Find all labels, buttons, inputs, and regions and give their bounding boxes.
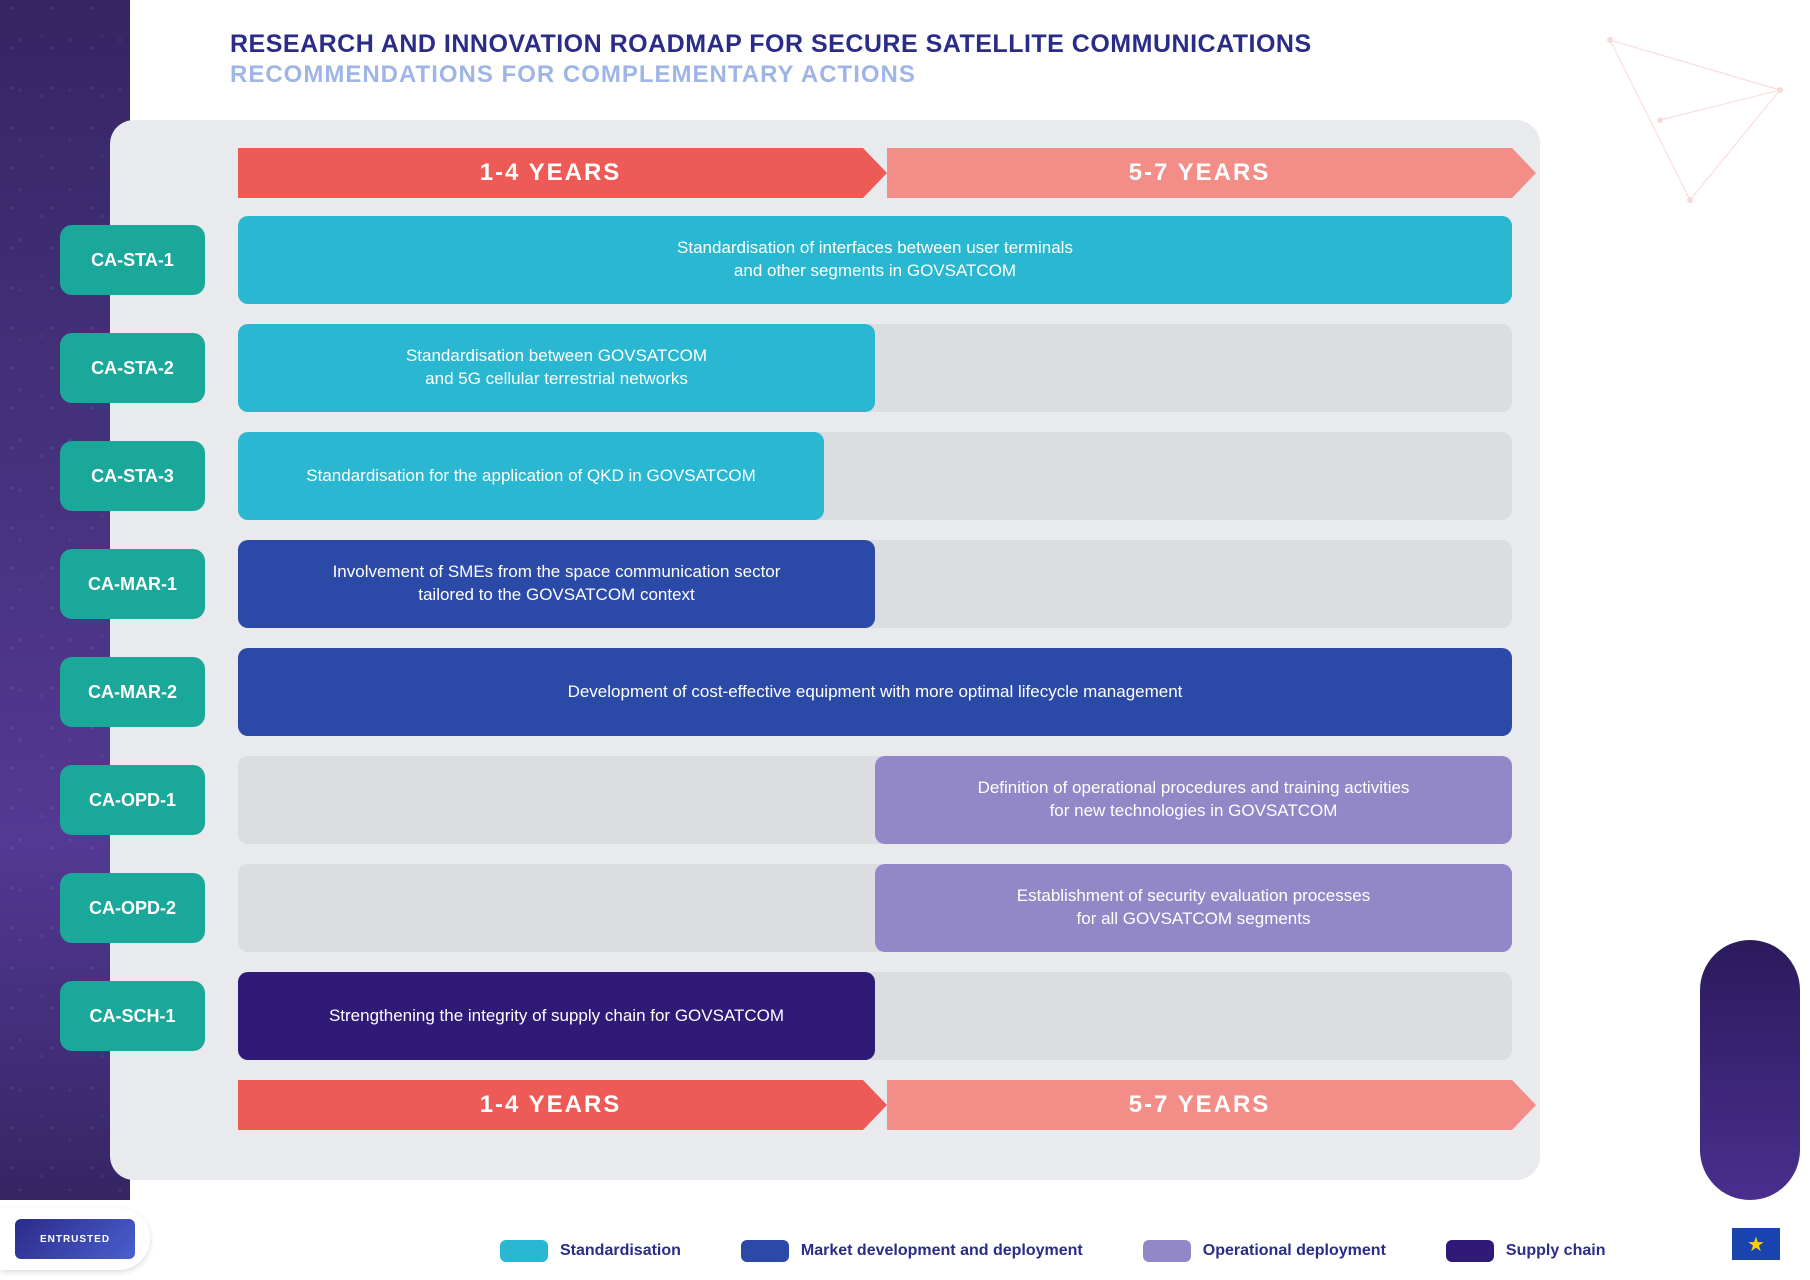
row-bar: Establishment of security evaluation pro… [875, 864, 1512, 952]
row-label: CA-STA-2 [60, 333, 205, 403]
timeline-period-2-footer: 5-7 YEARS [887, 1080, 1512, 1130]
decorative-geometry-top-right [1600, 30, 1800, 230]
bar-text-line: Standardisation for the application of Q… [306, 465, 755, 488]
bar-text-line: and 5G cellular terrestrial networks [425, 368, 688, 391]
row-bar: Strengthening the integrity of supply ch… [238, 972, 875, 1060]
roadmap-row: CA-OPD-1Definition of operational proced… [138, 756, 1512, 844]
bar-text-line: Involvement of SMEs from the space commu… [333, 561, 781, 584]
row-bar: Standardisation for the application of Q… [238, 432, 824, 520]
bar-text-line: Standardisation of interfaces between us… [677, 237, 1073, 260]
timeline-header: 1-4 YEARS 5-7 YEARS [238, 148, 1512, 198]
bar-text-line: Development of cost-effective equipment … [568, 681, 1183, 704]
legend-item: Market development and deployment [741, 1240, 1083, 1262]
page-subtitle: RECOMMENDATIONS FOR COMPLEMENTARY ACTION… [230, 61, 1312, 89]
roadmap-row: CA-STA-2Standardisation between GOVSATCO… [138, 324, 1512, 412]
page-title: RESEARCH AND INNOVATION ROADMAP FOR SECU… [230, 30, 1312, 59]
bar-text-line: tailored to the GOVSATCOM context [418, 584, 695, 607]
legend-label: Operational deployment [1203, 1242, 1386, 1260]
row-track: Involvement of SMEs from the space commu… [238, 540, 1512, 628]
row-label: CA-MAR-1 [60, 549, 205, 619]
timeline-period-1-footer: 1-4 YEARS [238, 1080, 863, 1130]
row-bar: Standardisation of interfaces between us… [238, 216, 1512, 304]
row-track: Standardisation for the application of Q… [238, 432, 1512, 520]
roadmap-row: CA-STA-1Standardisation of interfaces be… [138, 216, 1512, 304]
timeline-period-1: 1-4 YEARS [238, 148, 863, 198]
bar-text-line: Establishment of security evaluation pro… [1017, 885, 1370, 908]
roadmap-row: CA-MAR-2Development of cost-effective eq… [138, 648, 1512, 736]
timeline-period-2: 5-7 YEARS [887, 148, 1512, 198]
row-label: CA-STA-1 [60, 225, 205, 295]
row-bar: Standardisation between GOVSATCOMand 5G … [238, 324, 875, 412]
legend-item: Supply chain [1446, 1240, 1606, 1262]
entrusted-logo: ENTRUSTED [15, 1219, 135, 1259]
logo-pill: ENTRUSTED [0, 1208, 150, 1270]
header-block: RESEARCH AND INNOVATION ROADMAP FOR SECU… [230, 30, 1312, 89]
legend-item: Standardisation [500, 1240, 681, 1262]
row-bar: Definition of operational procedures and… [875, 756, 1512, 844]
row-label: CA-MAR-2 [60, 657, 205, 727]
legend: Standardisation Market development and de… [500, 1240, 1605, 1262]
row-track: Standardisation between GOVSATCOMand 5G … [238, 324, 1512, 412]
row-track: Standardisation of interfaces between us… [238, 216, 1512, 304]
roadmap-panel: 1-4 YEARS 5-7 YEARS CA-STA-1Standardisat… [110, 120, 1540, 1180]
roadmap-row: CA-SCH-1Strengthening the integrity of s… [138, 972, 1512, 1060]
legend-swatch [1143, 1240, 1191, 1262]
row-bar: Development of cost-effective equipment … [238, 648, 1512, 736]
legend-swatch [500, 1240, 548, 1262]
legend-label: Supply chain [1506, 1242, 1606, 1260]
bar-text-line: Definition of operational procedures and… [978, 777, 1410, 800]
roadmap-row: CA-OPD-2Establishment of security evalua… [138, 864, 1512, 952]
bar-text-line: Strengthening the integrity of supply ch… [329, 1005, 784, 1028]
bar-text-line: for new technologies in GOVSATCOM [1050, 800, 1338, 823]
row-label: CA-OPD-2 [60, 873, 205, 943]
legend-swatch [741, 1240, 789, 1262]
roadmap-row: CA-MAR-1Involvement of SMEs from the spa… [138, 540, 1512, 628]
roadmap-row: CA-STA-3Standardisation for the applicat… [138, 432, 1512, 520]
legend-label: Market development and deployment [801, 1242, 1083, 1260]
legend-item: Operational deployment [1143, 1240, 1386, 1262]
row-bar: Involvement of SMEs from the space commu… [238, 540, 875, 628]
timeline-footer: 1-4 YEARS 5-7 YEARS [238, 1080, 1512, 1130]
row-track: Definition of operational procedures and… [238, 756, 1512, 844]
row-label: CA-SCH-1 [60, 981, 205, 1051]
bar-text-line: for all GOVSATCOM segments [1077, 908, 1311, 931]
row-label: CA-STA-3 [60, 441, 205, 511]
row-track: Development of cost-effective equipment … [238, 648, 1512, 736]
decorative-right-blob [1700, 940, 1800, 1200]
row-track: Establishment of security evaluation pro… [238, 864, 1512, 952]
legend-swatch [1446, 1240, 1494, 1262]
roadmap-rows: CA-STA-1Standardisation of interfaces be… [138, 216, 1512, 1060]
eu-flag-icon: ★ [1732, 1228, 1780, 1260]
row-label: CA-OPD-1 [60, 765, 205, 835]
bar-text-line: Standardisation between GOVSATCOM [406, 345, 707, 368]
legend-label: Standardisation [560, 1242, 681, 1260]
row-track: Strengthening the integrity of supply ch… [238, 972, 1512, 1060]
bar-text-line: and other segments in GOVSATCOM [734, 260, 1016, 283]
